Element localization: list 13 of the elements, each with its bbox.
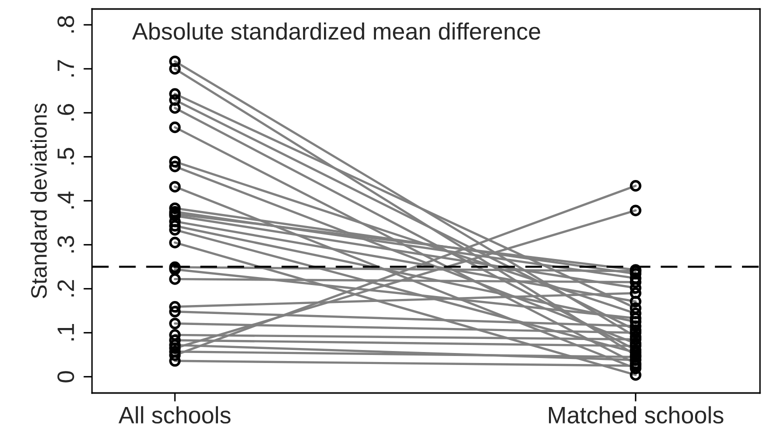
- chart-title: Absolute standardized mean difference: [132, 22, 540, 40]
- x-tick-label: All schools: [118, 406, 230, 424]
- y-tick-label: .5: [58, 148, 74, 164]
- y-tick-label: .1: [58, 324, 74, 340]
- y-tick-label: .4: [58, 192, 74, 208]
- x-tick-label: Matched schools: [548, 406, 724, 424]
- y-axis-title: Standard deviations: [30, 104, 47, 298]
- y-tick-label: 0: [57, 371, 74, 382]
- y-tick-label: .3: [57, 236, 74, 252]
- y-tick-label: .6: [57, 104, 74, 120]
- y-tick-label: .8: [57, 16, 74, 33]
- y-tick-label: .2: [57, 280, 74, 296]
- y-tick-label: .7: [58, 60, 74, 77]
